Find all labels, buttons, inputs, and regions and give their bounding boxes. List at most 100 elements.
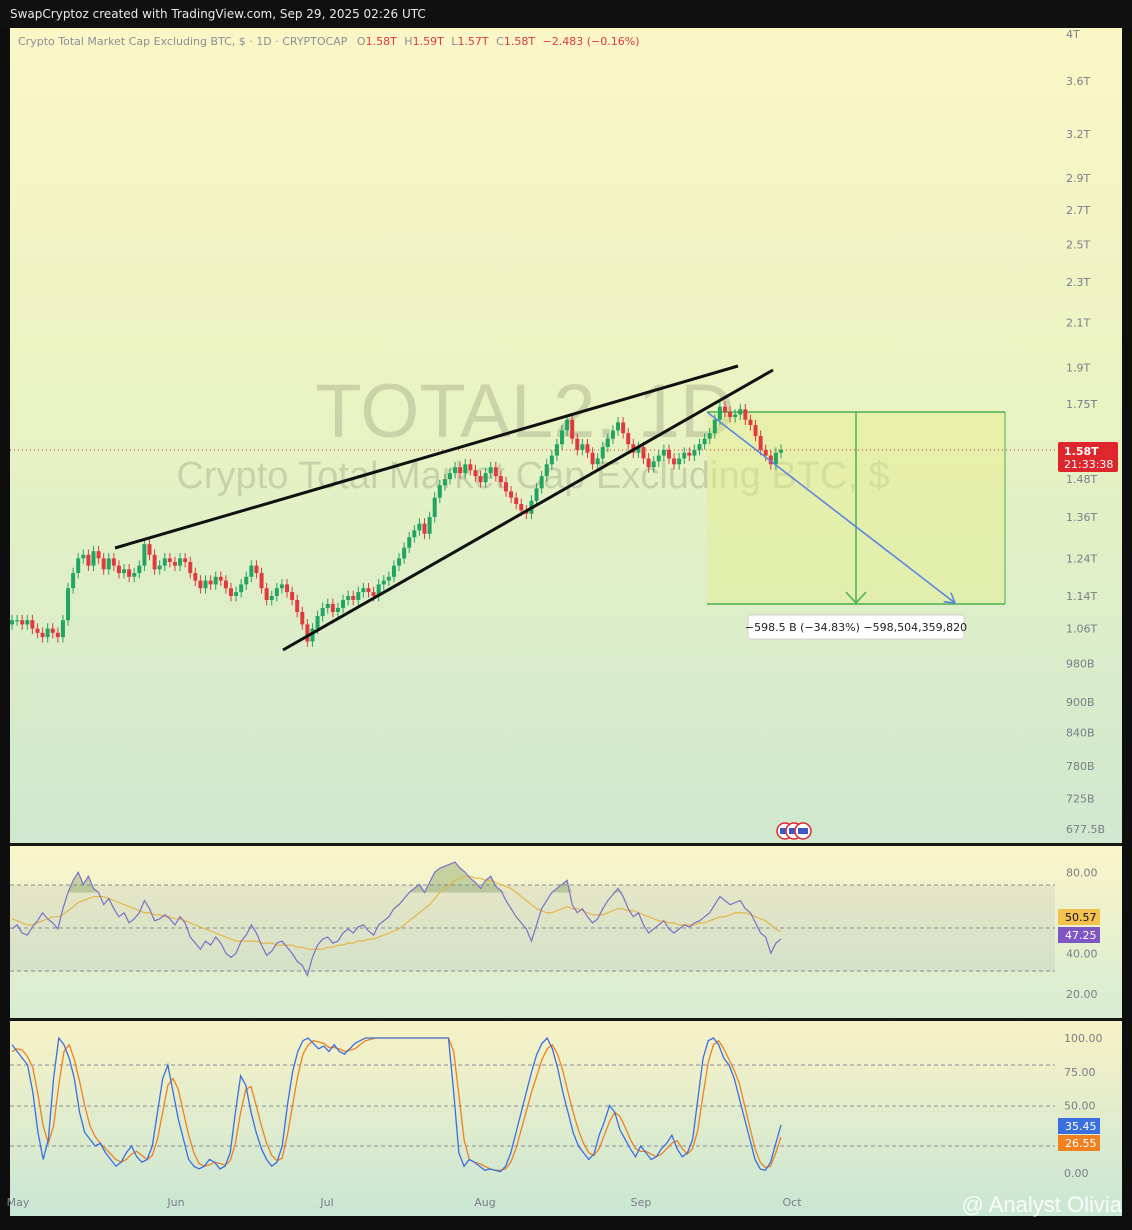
candle[interactable] [488,461,493,479]
rsi-lines[interactable] [11,861,782,978]
candle[interactable] [91,545,96,572]
candle[interactable] [137,560,142,579]
candle[interactable] [30,614,35,634]
candle[interactable] [743,403,748,426]
candle[interactable] [310,623,315,647]
candle[interactable] [249,560,254,583]
candle[interactable] [295,594,300,618]
candle[interactable] [692,444,697,461]
candle[interactable] [218,571,223,586]
candle[interactable] [549,450,554,470]
candle[interactable] [738,403,743,420]
candle[interactable] [96,545,101,564]
candle[interactable] [580,438,585,456]
candle[interactable] [66,582,71,626]
rsi-line[interactable] [11,861,782,978]
candle[interactable] [40,627,45,643]
candle[interactable] [376,579,381,602]
candle[interactable] [264,582,269,606]
candle[interactable] [101,553,106,575]
candle[interactable] [330,598,335,618]
candle[interactable] [656,450,661,467]
candle[interactable] [397,553,402,572]
candle[interactable] [554,438,559,461]
candle[interactable] [81,549,86,564]
candle[interactable] [341,594,346,614]
candle[interactable] [503,476,508,497]
candle[interactable] [682,447,687,464]
candle[interactable] [300,606,305,630]
candle[interactable] [234,586,239,602]
candle[interactable] [661,444,666,461]
candle[interactable] [86,549,91,572]
candle[interactable] [427,511,432,540]
candle[interactable] [391,560,396,583]
candle[interactable] [279,579,284,594]
candle[interactable] [544,458,549,482]
candle[interactable] [600,441,605,464]
candle[interactable] [702,433,707,450]
candle[interactable] [10,614,14,630]
candle[interactable] [152,549,157,575]
candle[interactable] [610,425,615,445]
candle[interactable] [254,560,259,579]
time-axis[interactable]: May Jun Jul Aug Sep Oct [7,1196,803,1209]
candle[interactable] [20,614,25,630]
candle[interactable] [361,582,366,598]
candle[interactable] [244,571,249,590]
candle[interactable] [351,590,356,606]
candle[interactable] [188,556,193,579]
candle[interactable] [402,542,407,564]
projection-arrow[interactable] [706,411,955,603]
candle[interactable] [493,461,498,482]
candle[interactable] [167,553,172,568]
candle[interactable] [768,450,773,470]
candle[interactable] [223,575,228,594]
candle[interactable] [208,575,213,590]
candle[interactable] [722,401,727,418]
candle[interactable] [407,531,412,554]
candle[interactable] [514,492,519,510]
main-pane[interactable] [10,28,1122,843]
candle[interactable] [473,464,478,482]
rsi-pane[interactable] [10,846,1122,1018]
candle[interactable] [575,433,580,456]
candle[interactable] [346,590,351,606]
candle[interactable] [509,486,514,504]
candle[interactable] [269,590,274,606]
upper-wedge-line[interactable] [114,364,739,550]
candle[interactable] [325,598,330,614]
candle[interactable] [335,602,340,618]
candle[interactable] [142,538,147,572]
stoch-k-line[interactable] [11,1036,782,1173]
candle[interactable] [25,614,30,630]
candle[interactable] [259,567,264,594]
candle[interactable] [733,409,738,423]
candle[interactable] [198,575,203,594]
candle[interactable] [386,571,391,586]
candle[interactable] [779,444,783,459]
candle[interactable] [213,571,218,590]
candle[interactable] [106,553,111,575]
candle[interactable] [417,518,422,536]
candle[interactable] [320,602,325,622]
candle[interactable] [228,582,233,602]
candle[interactable] [636,441,641,459]
candle[interactable] [758,430,763,456]
candle[interactable] [71,567,76,594]
candle[interactable] [239,579,244,598]
candle[interactable] [753,419,758,442]
candle[interactable] [498,470,503,488]
candle[interactable] [483,467,488,488]
candle[interactable] [478,470,483,488]
candle[interactable] [666,444,671,464]
candle[interactable] [432,492,437,523]
lower-wedge-line[interactable] [282,368,774,652]
candle[interactable] [366,582,371,598]
candle[interactable] [697,438,702,456]
candle[interactable] [76,553,81,579]
candle[interactable] [15,614,20,626]
candle[interactable] [605,433,610,453]
candle[interactable] [147,538,152,561]
